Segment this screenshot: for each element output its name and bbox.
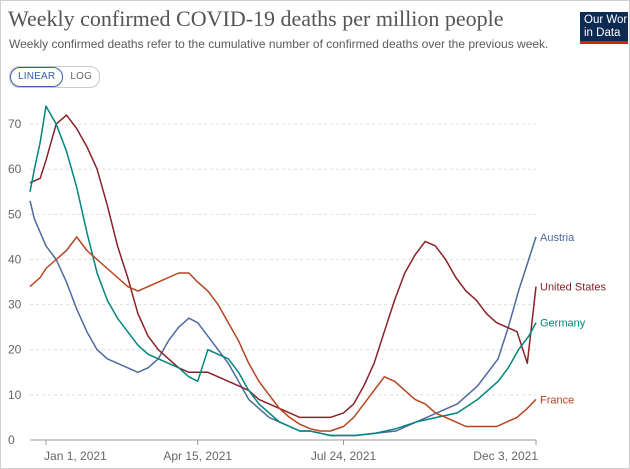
series-line-austria xyxy=(29,200,537,437)
series-line-united-states xyxy=(29,114,537,419)
y-tick-label: 60 xyxy=(8,162,22,176)
owid-logo[interactable]: Our World in Data xyxy=(580,12,628,44)
legend-label-austria: Austria xyxy=(540,232,575,244)
scale-toggle: LINEAR LOG xyxy=(9,66,101,88)
legend-label-germany: Germany xyxy=(540,318,586,330)
logo-line-2: in Data xyxy=(584,26,621,39)
x-tick-label: Dec 3, 2021 xyxy=(473,449,538,463)
y-tick-label: 30 xyxy=(8,298,22,312)
x-tick-label: Jul 24, 2021 xyxy=(311,449,377,463)
y-tick-label: 0 xyxy=(8,433,15,447)
legend-label-france: France xyxy=(540,394,574,406)
x-tick-label: Jan 1, 2021 xyxy=(44,449,107,463)
y-tick-label: 50 xyxy=(8,207,22,221)
linear-scale-button[interactable]: LINEAR xyxy=(10,67,64,87)
legend-label-united-states: United States xyxy=(540,282,607,294)
chart-subtitle: Weekly confirmed deaths refer to the cum… xyxy=(9,37,549,51)
y-tick-label: 20 xyxy=(8,343,22,357)
series-line-france xyxy=(29,236,537,432)
y-tick-label: 10 xyxy=(8,388,22,402)
y-tick-label: 70 xyxy=(8,117,22,131)
logo-line-1: Our World xyxy=(584,14,628,26)
log-scale-button[interactable]: LOG xyxy=(70,71,93,82)
y-tick-label: 40 xyxy=(8,252,22,266)
series-line-germany xyxy=(29,105,537,437)
x-tick-label: Apr 15, 2021 xyxy=(163,449,232,463)
logo-accent-bar xyxy=(580,41,628,44)
page-title: Weekly confirmed COVID-19 deaths per mil… xyxy=(8,6,504,31)
